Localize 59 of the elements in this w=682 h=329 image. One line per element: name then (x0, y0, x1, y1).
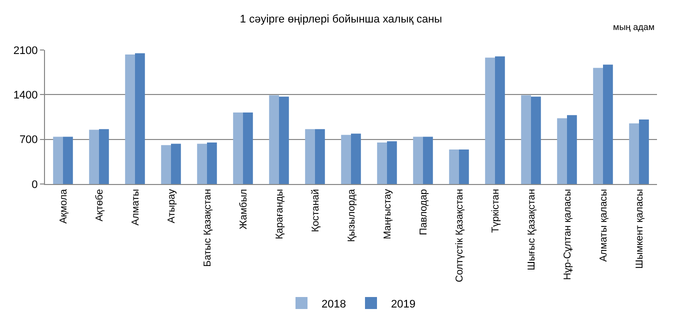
bar (197, 144, 207, 184)
legend-label: 2019 (390, 298, 416, 310)
bar (567, 115, 577, 184)
x-tick-label: Түркістан (490, 189, 502, 233)
bar (603, 64, 613, 184)
x-tick-label: Маңғыстау (382, 189, 394, 240)
bar (243, 112, 253, 184)
y-tick-label: 2100 (13, 44, 38, 57)
bar (423, 136, 433, 184)
bar (315, 129, 325, 184)
bar (351, 134, 361, 184)
y-tick-label: 1400 (13, 90, 38, 102)
x-tick-label: Солтүстік Қазақстан (454, 189, 466, 282)
x-tick-label: Жамбыл (238, 188, 250, 230)
x-tick-label: Ақтөбе (94, 188, 106, 222)
x-tick-label: Батыс Қазақстан (202, 189, 214, 267)
bar (387, 141, 397, 184)
chart-title: 1 сәуірге өңірлері бойынша халық саны (240, 14, 442, 26)
bar (53, 136, 63, 184)
bar (639, 120, 649, 184)
bar (593, 68, 603, 184)
bar (89, 130, 99, 184)
bar (459, 150, 469, 184)
bar (531, 96, 541, 184)
x-tick-label: Қарағанды (274, 189, 286, 240)
x-tick-label: Ақмола (58, 188, 70, 224)
bar (233, 112, 243, 184)
bar (341, 134, 351, 184)
x-tick-label: Павлодар (418, 188, 430, 236)
bar (171, 144, 181, 184)
bar (279, 96, 289, 184)
y-tick-label: 700 (19, 134, 38, 146)
x-tick-label: Нұр-Сұлтан қаласы (562, 189, 574, 280)
bar (495, 56, 505, 184)
bar (449, 150, 459, 184)
bar (629, 123, 639, 184)
legend-label: 2018 (322, 298, 346, 310)
x-tick-label: Алматы (130, 189, 142, 226)
x-tick-label: Шымкент қаласы (634, 189, 646, 269)
bar (557, 118, 567, 184)
bar (63, 136, 73, 184)
x-tick-label: Шығыс Қазақстан (526, 189, 538, 270)
x-tick-label: Алматы қаласы (598, 189, 610, 262)
bar (377, 142, 387, 184)
bar (161, 145, 171, 184)
bar (269, 95, 279, 184)
bar (207, 142, 217, 184)
bar (521, 95, 531, 184)
bar (125, 54, 135, 184)
text: мың адам (613, 22, 655, 32)
bar (99, 129, 109, 184)
x-tick-label: Қостанай (310, 189, 322, 232)
bar (413, 136, 423, 184)
y-tick-label: 0 (32, 178, 38, 191)
bar (135, 53, 145, 184)
bar (305, 129, 315, 184)
bar (485, 58, 495, 184)
x-tick-label: Атырау (166, 189, 178, 224)
x-tick-label: Қызылорда (346, 188, 358, 242)
